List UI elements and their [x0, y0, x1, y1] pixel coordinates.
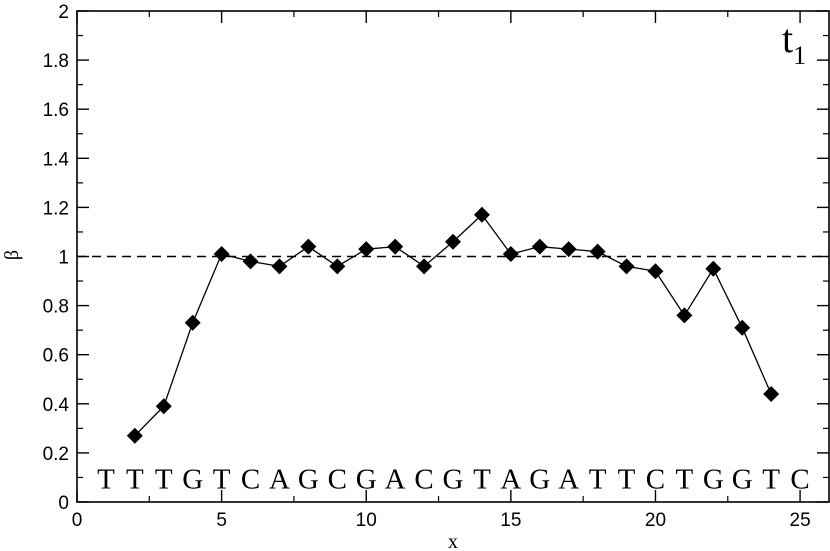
- sequence-letter: T: [676, 463, 694, 495]
- data-point: [502, 246, 519, 263]
- x-tick-label: 0: [72, 510, 83, 531]
- sequence-letter: G: [298, 463, 319, 495]
- data-point: [473, 206, 490, 223]
- x-axis-title: x: [448, 531, 458, 551]
- sequence-letter: T: [126, 463, 144, 495]
- sequence-letter: C: [414, 463, 433, 495]
- data-point: [560, 241, 577, 258]
- y-tick-label: 1.4: [43, 149, 70, 170]
- sequence-letter: T: [762, 463, 780, 495]
- y-tick-label: 0.6: [43, 346, 69, 367]
- sequence-letter: A: [385, 463, 406, 495]
- data-point: [589, 243, 606, 260]
- y-tick-label: 0.4: [43, 395, 70, 416]
- sequence-letter: G: [182, 463, 203, 495]
- sequence-letter: C: [646, 463, 665, 495]
- y-tick-label: 1.8: [43, 51, 69, 72]
- data-point: [213, 246, 230, 263]
- sequence-letter: A: [558, 463, 579, 495]
- x-tick-label: 10: [356, 510, 377, 531]
- data-point: [763, 385, 780, 402]
- data-point: [358, 241, 375, 258]
- sequence-letter: C: [328, 463, 347, 495]
- sequence-letter: A: [500, 463, 521, 495]
- data-point: [734, 319, 751, 336]
- data-point: [155, 398, 172, 415]
- sequence-letter: A: [269, 463, 290, 495]
- y-tick-label: 2: [58, 2, 69, 23]
- sequence-letter: G: [703, 463, 724, 495]
- y-tick-label: 0.2: [43, 444, 69, 465]
- data-point: [676, 307, 693, 324]
- sequence-letter: G: [529, 463, 550, 495]
- data-point: [416, 258, 433, 275]
- sequence-letter: T: [618, 463, 636, 495]
- y-tick-label: 1.6: [43, 100, 69, 121]
- data-point: [300, 238, 317, 255]
- y-tick-label: 0: [58, 493, 69, 514]
- data-point: [126, 427, 143, 444]
- data-point: [242, 253, 259, 270]
- data-point: [329, 258, 346, 275]
- x-tick-label: 15: [500, 510, 521, 531]
- sequence-letter: G: [356, 463, 377, 495]
- data-point: [618, 258, 635, 275]
- sequence-letter: G: [443, 463, 464, 495]
- panel-label-main: t: [782, 16, 793, 61]
- sequence-letter: T: [155, 463, 173, 495]
- sequence-letter: T: [589, 463, 607, 495]
- x-tick-label: 25: [790, 510, 811, 531]
- y-axis-title: β: [1, 250, 23, 260]
- data-point: [271, 258, 288, 275]
- data-point: [445, 233, 461, 250]
- y-tick-label: 1.2: [43, 198, 69, 219]
- panel-label-subscript: 1: [793, 41, 806, 70]
- panel-label: t1: [782, 16, 806, 70]
- series-layer: [126, 206, 780, 444]
- axes: 0 5 10 15 20 25 0 0.2 0.4 0.6 0.8 1 1.2 1.4 1.6 1.8 2: [43, 2, 830, 531]
- data-point: [387, 238, 404, 255]
- sequence-letter: C: [241, 463, 260, 495]
- sequence-letter: T: [473, 463, 491, 495]
- x-tick-label: 20: [645, 510, 666, 531]
- sequence-letter: T: [97, 463, 115, 495]
- sequence-letter: C: [790, 463, 809, 495]
- data-point: [531, 238, 548, 255]
- y-tick-label: 0.8: [43, 297, 69, 318]
- y-tick-label: 1: [58, 248, 69, 269]
- data-point: [647, 263, 664, 280]
- sequence-letter: G: [732, 463, 753, 495]
- data-point: [184, 314, 201, 331]
- data-point: [705, 260, 722, 277]
- sequence-letter: T: [213, 463, 231, 495]
- x-tick-label: 5: [216, 510, 227, 531]
